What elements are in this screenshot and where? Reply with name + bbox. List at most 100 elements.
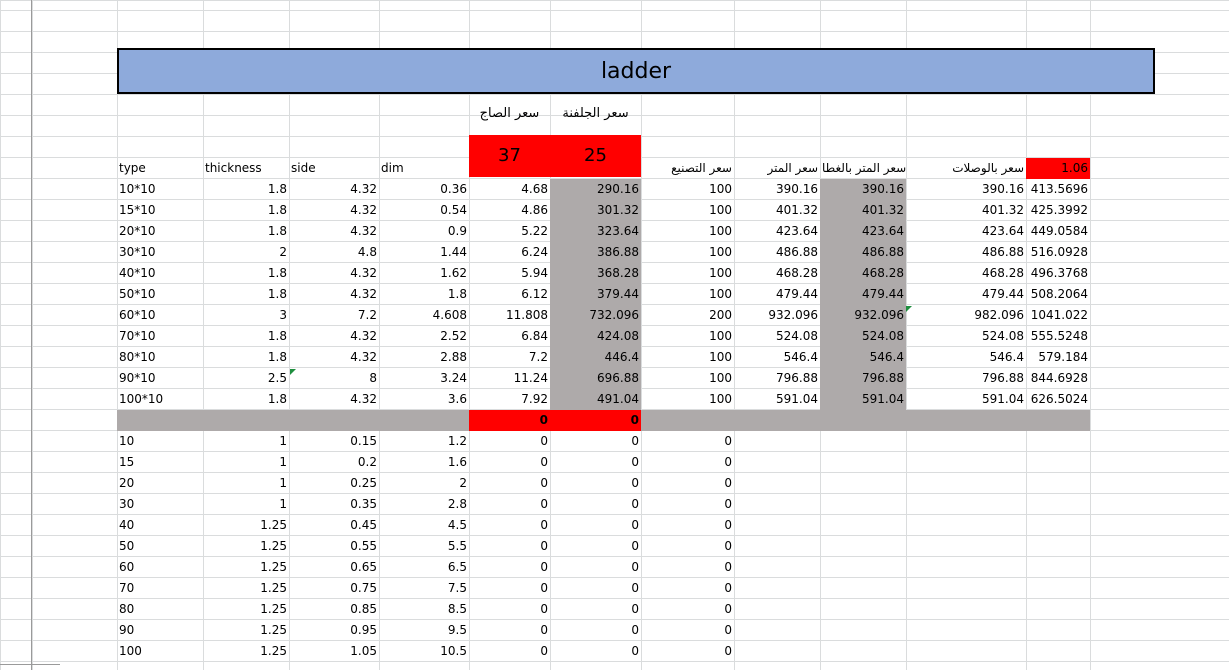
cell-type[interactable]: 10*10 — [119, 182, 156, 196]
cell-side[interactable]: 4.32 — [350, 287, 377, 301]
cell2-galvanize-price[interactable]: 0 — [631, 644, 639, 658]
cell-price-joints[interactable]: 401.32 — [982, 203, 1024, 217]
cell-type[interactable]: 20*10 — [119, 224, 156, 238]
cell2-galvanize-price[interactable]: 0 — [631, 602, 639, 616]
cell-dim[interactable]: 0.54 — [440, 203, 467, 217]
cell2-size[interactable]: 60 — [119, 560, 135, 574]
cell-price-factor[interactable]: 844.6928 — [1030, 371, 1088, 385]
cell-thickness[interactable]: 1.8 — [267, 266, 287, 280]
cell-manufacture-price[interactable]: 100 — [709, 224, 732, 238]
cell2-side[interactable]: 0.15 — [350, 434, 377, 448]
cell2-sheet-price[interactable]: 0 — [540, 476, 548, 490]
cell2-thickness[interactable]: 1.25 — [260, 581, 287, 595]
cell2-dim[interactable]: 8.5 — [447, 602, 467, 616]
cell2-side[interactable]: 0.95 — [350, 623, 377, 637]
cell-sheet-price[interactable]: 4.86 — [521, 203, 548, 217]
cell-meter-price[interactable]: 796.88 — [776, 371, 818, 385]
cell-sheet-price[interactable]: 5.94 — [521, 266, 548, 280]
cell2-manufacture-price[interactable]: 0 — [724, 602, 732, 616]
cell-meter-price[interactable]: 524.08 — [776, 329, 818, 343]
cell-type[interactable]: 100*10 — [119, 392, 164, 406]
cell-galvanize-price[interactable]: 379.44 — [550, 284, 641, 305]
cell-side[interactable]: 4.32 — [350, 203, 377, 217]
cell2-size[interactable]: 40 — [119, 518, 135, 532]
cell2-thickness[interactable]: 1 — [279, 497, 287, 511]
col-header-thickness[interactable]: thickness — [205, 161, 262, 175]
cell2-dim[interactable]: 7.5 — [447, 581, 467, 595]
cell-price-joints[interactable]: 524.08 — [982, 329, 1024, 343]
cell-type[interactable]: 60*10 — [119, 308, 156, 322]
cell-galvanize-price[interactable]: 491.04 — [550, 389, 641, 410]
cell2-sheet-price[interactable]: 0 — [540, 644, 548, 658]
cell-manufacture-price[interactable]: 100 — [709, 245, 732, 259]
cell2-size[interactable]: 90 — [119, 623, 135, 637]
cell2-galvanize-price[interactable]: 0 — [631, 497, 639, 511]
cell2-sheet-price[interactable]: 0 — [540, 581, 548, 595]
cell-type[interactable]: 15*10 — [119, 203, 156, 217]
cell2-manufacture-price[interactable]: 0 — [724, 518, 732, 532]
cell2-galvanize-price[interactable]: 0 — [631, 581, 639, 595]
cell2-size[interactable]: 100 — [119, 644, 142, 658]
cell-type[interactable]: 70*10 — [119, 329, 156, 343]
cell2-manufacture-price[interactable]: 0 — [724, 497, 732, 511]
col-header-price-joints[interactable]: سعر بالوصلات — [952, 161, 1024, 175]
cell-dim[interactable]: 0.9 — [447, 224, 467, 238]
cell2-thickness[interactable]: 1 — [279, 455, 287, 469]
cell2-manufacture-price[interactable]: 0 — [724, 623, 732, 637]
cell-meter-price-cover[interactable]: 591.04 — [820, 389, 906, 410]
cell2-size[interactable]: 30 — [119, 497, 135, 511]
cell2-manufacture-price[interactable]: 0 — [724, 560, 732, 574]
cell-type[interactable]: 50*10 — [119, 287, 156, 301]
cell2-thickness[interactable]: 1.25 — [260, 539, 287, 553]
cell-price-factor[interactable]: 425.3992 — [1030, 203, 1088, 217]
cell-thickness[interactable]: 1.8 — [267, 182, 287, 196]
cell-side[interactable]: 4.32 — [350, 329, 377, 343]
cell2-size[interactable]: 20 — [119, 476, 135, 490]
input-sheet-price[interactable]: 37 — [469, 135, 550, 177]
cell2-sheet-price[interactable]: 0 — [540, 455, 548, 469]
cell2-manufacture-price[interactable]: 0 — [724, 644, 732, 658]
cell2-manufacture-price[interactable]: 0 — [724, 539, 732, 553]
cell-price-joints[interactable]: 982.096 — [974, 308, 1024, 322]
cell-meter-price[interactable]: 468.28 — [776, 266, 818, 280]
cell-galvanize-price[interactable]: 368.28 — [550, 263, 641, 284]
cell2-sheet-price[interactable]: 0 — [540, 497, 548, 511]
cell2-side[interactable]: 0.45 — [350, 518, 377, 532]
cell2-sheet-price[interactable]: 0 — [540, 539, 548, 553]
cell-thickness[interactable]: 1.8 — [267, 203, 287, 217]
cell2-manufacture-price[interactable]: 0 — [724, 581, 732, 595]
cell-meter-price[interactable]: 390.16 — [776, 182, 818, 196]
cell-price-joints[interactable]: 591.04 — [982, 392, 1024, 406]
cell-galvanize-price[interactable]: 301.32 — [550, 200, 641, 221]
cell-meter-price-cover[interactable]: 932.096 — [820, 305, 906, 326]
cell-galvanize-price[interactable]: 696.88 — [550, 368, 641, 389]
cell-manufacture-price[interactable]: 100 — [709, 350, 732, 364]
cell-galvanize-price[interactable]: 386.88 — [550, 242, 641, 263]
separator-sheet-zero[interactable]: 0 — [469, 410, 550, 431]
cell-meter-price-cover[interactable]: 479.44 — [820, 284, 906, 305]
cell-price-factor[interactable]: 449.0584 — [1030, 224, 1088, 238]
cell-type[interactable]: 90*10 — [119, 371, 156, 385]
cell-manufacture-price[interactable]: 100 — [709, 371, 732, 385]
cell-meter-price[interactable]: 546.4 — [783, 350, 818, 364]
cell-price-factor[interactable]: 579.184 — [1038, 350, 1088, 364]
cell-price-joints[interactable]: 468.28 — [982, 266, 1024, 280]
cell-sheet-price[interactable]: 7.2 — [528, 350, 548, 364]
cell2-dim[interactable]: 1.6 — [447, 455, 467, 469]
cell-manufacture-price[interactable]: 100 — [709, 392, 732, 406]
cell-manufacture-price[interactable]: 100 — [709, 182, 732, 196]
cell-price-factor[interactable]: 516.0928 — [1030, 245, 1088, 259]
cell2-side[interactable]: 0.2 — [357, 455, 377, 469]
cell-thickness[interactable]: 1.8 — [267, 350, 287, 364]
col-header-meter-price-cover[interactable]: سعر المتر بالغطا — [822, 161, 906, 175]
cell-dim[interactable]: 4.608 — [432, 308, 467, 322]
col-header-type[interactable]: type — [119, 161, 146, 175]
cell-price-factor[interactable]: 413.5696 — [1030, 182, 1088, 196]
cell-manufacture-price[interactable]: 100 — [709, 266, 732, 280]
cell2-size[interactable]: 80 — [119, 602, 135, 616]
cell-side[interactable]: 4.32 — [350, 392, 377, 406]
cell2-side[interactable]: 0.85 — [350, 602, 377, 616]
cell-sheet-price[interactable]: 5.22 — [521, 224, 548, 238]
cell-price-joints[interactable]: 423.64 — [982, 224, 1024, 238]
cell-side[interactable]: 4.32 — [350, 266, 377, 280]
